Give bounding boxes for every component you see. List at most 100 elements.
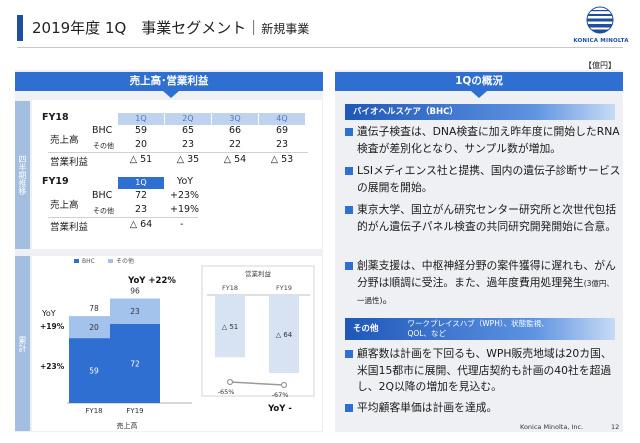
bhc-bullet-3: 東京大学、国立がん研究センター研究所と次世代包括的がん遺伝子パネル検査の共同研究… <box>345 202 621 235</box>
fy18-bhc-label: BHC <box>92 125 113 136</box>
bullet-square-icon <box>345 206 353 214</box>
bhc-bullet-4: 創薬支援は、中枢神経分野の案件獲得に遅れも、がん分野は順調に受注。また、過年度費… <box>345 258 621 310</box>
fy19-bhc-yoy: +23% <box>170 190 200 201</box>
other-bullet-2: 平均顧客単価は計画を達成。 <box>345 400 621 417</box>
fy19-op-q1: △ 64 <box>129 219 153 230</box>
fy19-yoy-header: YoY <box>176 176 194 187</box>
fy19-other-yoy: +19% <box>170 204 200 215</box>
sales-label-total-fy19: 96 <box>130 287 140 296</box>
fy18-q3-header: 3Q <box>212 113 258 125</box>
fy18-bhc-q1: 59 <box>134 125 148 136</box>
bhc-bullet-2-text: LSIメディエンス社と提携、国内の遺伝子診断サービスの展開を開始。 <box>357 164 621 194</box>
fy19-op-label: 営業利益 <box>50 222 89 233</box>
page-title: 2019年度 1Q 事業セグメント｜新規事業 <box>32 17 309 38</box>
cumulative-charts: BHC その他 YoY +22% 59 20 78 FY18 72 23 96 FY19 売上… <box>67 257 315 430</box>
legend-other-label: その他 <box>116 257 134 265</box>
profit-margin-label-fy19: -67% <box>272 391 289 399</box>
fy19-op-yoy: - <box>180 219 184 230</box>
bhc-bullet-1-text: 遺伝子検査は、DNA検査に加え昨年度に開始したRNA検査が差別化となり、サンプル… <box>357 125 620 155</box>
sales-label-bhc-fy18: 59 <box>89 367 99 376</box>
other-bullet-2-text: 平均顧客単価は計画を達成。 <box>357 401 498 414</box>
fy18-op-q1: △ 51 <box>129 154 153 165</box>
fy18-op-q4: △ 53 <box>270 154 294 165</box>
page-number: 12 <box>611 423 620 431</box>
fy18-bhc-q4: 69 <box>275 125 289 136</box>
fy18-other-q2: 23 <box>181 139 195 150</box>
profit-yoy-label: YoY - <box>267 404 292 414</box>
sales-bar-bhc-fy19 <box>110 323 160 403</box>
unit-label: 【億円】 <box>584 61 616 70</box>
sales-label-total-fy18: 78 <box>89 304 99 313</box>
sales-label-bhc-fy19: 72 <box>130 359 140 368</box>
fy18-other-label: その他 <box>93 142 114 150</box>
sales-xlabel-fy18: FY18 <box>85 407 102 415</box>
other-section-title: その他 ワークプレイスハブ（WPH）、状態監視、 QOL、など <box>345 318 615 340</box>
page-title-main: 2019年度 1Q 事業セグメント｜ <box>32 19 262 37</box>
profit-bar-chart: FY18 △ 51 FY19 △ 64 -65% -67% <box>207 284 310 399</box>
bhc-bullet-4-note: (3億円、一過性) <box>357 278 614 306</box>
logo-text: KONICA MINOLTA <box>573 38 629 44</box>
fy18-other-q4: 23 <box>275 139 289 150</box>
konica-minolta-logo: KONICA MINOLTA <box>567 6 635 52</box>
sales-xlabel-fy19: FY19 <box>126 407 143 415</box>
bullet-square-icon <box>345 262 353 270</box>
other-section-subtitle-2: QOL、など <box>407 329 446 338</box>
bullet-square-icon <box>345 404 353 412</box>
profit-margin-line <box>229 381 285 386</box>
profit-margin-point-fy19 <box>280 381 288 389</box>
fy18-op-q3: △ 54 <box>223 154 247 165</box>
tab-quarterly: 四半期推移 <box>15 101 30 249</box>
fy18-bhc-q2: 65 <box>181 125 195 136</box>
fy18-row-divider <box>48 152 308 153</box>
fy19-row-divider <box>48 217 198 218</box>
bhc-section-title: バイオヘルスケア（BHC） <box>345 104 615 120</box>
bullet-square-icon <box>345 350 353 358</box>
fy19-q1-header: 1Q <box>118 177 164 189</box>
bhc-bullet-4-text-wrap: 創薬支援は、中枢神経分野の案件獲得に遅れも、がん分野は順調に受注。また、過年度費… <box>357 258 621 310</box>
bhc-bullet-3-text: 東京大学、国立がん研究センター研究所と次世代包括的がん遺伝子パネル検査の共同研究… <box>357 203 617 233</box>
legend-bhc-swatch <box>74 259 79 263</box>
fy19-other-label: その他 <box>93 207 114 215</box>
fy18-sales-label: 売上高 <box>50 135 79 146</box>
profit-label-fy18: △ 51 <box>222 323 239 331</box>
sales-bar-other-fy18 <box>69 316 119 339</box>
other-bullet-1-text: 顧客数は計画を下回るも、WPH販売地域は20カ国、米国15都市に展開、代理店契約… <box>357 347 612 394</box>
sales-label-other-fy18: 20 <box>89 323 99 332</box>
footer-company: Konica Minolta, Inc. <box>520 423 584 431</box>
profit-margin-label-fy18: -65% <box>218 388 235 396</box>
profit-xlabel-fy18: FY18 <box>222 284 238 292</box>
sales-caption: 売上高 <box>117 421 138 430</box>
other-section-title-text: その他 <box>353 324 379 334</box>
fy18-bhc-q3: 66 <box>228 125 242 136</box>
profit-bar-fy18 <box>215 295 245 358</box>
fy18-other-q3: 22 <box>228 139 242 150</box>
fy18-label: FY18 <box>42 112 69 123</box>
legend-other-swatch <box>108 259 113 263</box>
fy18-q2-header: 2Q <box>165 113 211 125</box>
sales-bar-other-fy19 <box>110 298 160 324</box>
fy18-q1-header: 1Q <box>118 113 164 125</box>
legend-bhc-label: BHC <box>82 258 95 265</box>
sales-label-other-fy19: 23 <box>130 307 140 316</box>
header-divider <box>17 47 623 48</box>
page-subtitle: 新規事業 <box>261 22 310 36</box>
bullet-square-icon <box>345 167 353 175</box>
profit-xlabel-fy19: FY19 <box>276 284 292 292</box>
other-section-subtitle: ワークプレイスハブ（WPH）、状態監視、 QOL、など <box>407 319 548 339</box>
fy18-other-q1: 20 <box>134 139 148 150</box>
bhc-bullet-4-text: 創薬支援は、中枢神経分野の案件獲得に遅れも、がん分野は順調に受注。また、過年度費… <box>357 259 616 289</box>
yoy-other-side: +19% <box>40 322 65 331</box>
yoy-bhc-side: +23% <box>40 362 65 371</box>
right-panel <box>335 70 623 432</box>
fy19-bhc-label: BHC <box>92 190 113 201</box>
profit-caption: 営業利益 <box>245 269 272 278</box>
bhc-bullet-2: LSIメディエンス社と提携、国内の遺伝子診断サービスの展開を開始。 <box>345 163 621 196</box>
profit-label-fy19: △ 64 <box>276 331 293 339</box>
fy18-op-label: 営業利益 <box>50 157 89 168</box>
profit-bar-fy19 <box>269 295 299 374</box>
bhc-bullet-1: 遺伝子検査は、DNA検査に加え昨年度に開始したRNA検査が差別化となり、サンプル… <box>345 124 621 157</box>
sales-bar-chart: 59 20 78 FY18 72 23 96 FY19 <box>67 287 192 415</box>
other-section-subtitle-1: ワークプレイスハブ（WPH）、状態監視、 <box>407 319 549 328</box>
sales-profit-heading: 売上高･営業利益 <box>15 72 323 98</box>
other-bullet-1: 顧客数は計画を下回るも、WPH販売地域は20カ国、米国15都市に展開、代理店契約… <box>345 346 621 396</box>
